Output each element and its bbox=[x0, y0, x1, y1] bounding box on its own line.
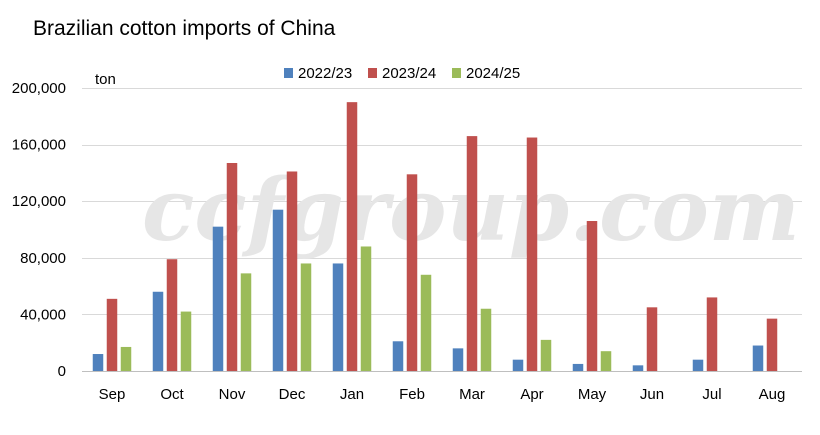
legend-swatch bbox=[368, 68, 377, 78]
bar-2022-23-jan bbox=[332, 263, 344, 371]
legend-label: 2024/25 bbox=[466, 65, 520, 82]
x-tick-label: Mar bbox=[459, 386, 485, 403]
bar-2022-23-dec bbox=[272, 209, 284, 371]
bar-2024-25-may bbox=[600, 351, 612, 371]
y-axis-ticks: 0 40,000 80,000 120,000 160,000 200,000 bbox=[12, 80, 66, 380]
legend-label: 2023/24 bbox=[382, 65, 436, 82]
bar-2024-25-oct bbox=[180, 311, 192, 371]
x-tick-label: Oct bbox=[160, 386, 184, 403]
x-tick-label: May bbox=[578, 386, 607, 403]
x-tick-label: Jun bbox=[640, 386, 664, 403]
y-tick-label: 200,000 bbox=[12, 80, 66, 97]
bar-2022-23-feb bbox=[392, 341, 404, 371]
bar-2023-24-aug bbox=[766, 318, 778, 371]
bar-2024-25-jan bbox=[360, 246, 372, 371]
bar-2022-23-nov bbox=[212, 226, 224, 371]
bar-2023-24-dec bbox=[286, 171, 298, 371]
x-tick-label: Jul bbox=[702, 386, 721, 403]
gridlines bbox=[82, 88, 802, 372]
bar-2023-24-feb bbox=[406, 174, 418, 371]
y-tick-label: 120,000 bbox=[12, 193, 66, 210]
bar-2022-23-jul bbox=[692, 359, 704, 371]
bar-2023-24-nov bbox=[226, 162, 238, 371]
bar-2023-24-sep bbox=[106, 298, 118, 371]
y-tick-label: 160,000 bbox=[12, 137, 66, 154]
x-tick-label: Jan bbox=[340, 386, 364, 403]
x-axis-ticks: Sep Oct Nov Dec Jan Feb Mar Apr May Jun Jul Aug bbox=[99, 386, 786, 403]
x-tick-label: Nov bbox=[219, 386, 246, 403]
bar-2022-23-may bbox=[572, 363, 584, 371]
y-tick-label: 40,000 bbox=[20, 306, 66, 323]
legend-swatch bbox=[452, 68, 461, 78]
y-tick-label: 0 bbox=[58, 363, 66, 380]
bar-2022-23-sep bbox=[92, 354, 104, 371]
bar-2023-24-jun bbox=[646, 307, 658, 371]
bars bbox=[92, 102, 778, 372]
bar-2024-25-feb bbox=[420, 274, 432, 371]
chart-title: Brazilian cotton imports of China bbox=[33, 17, 336, 40]
bar-2023-24-oct bbox=[166, 259, 178, 371]
bar-2024-25-nov bbox=[240, 273, 252, 371]
bar-2023-24-jul bbox=[706, 297, 718, 371]
bar-2023-24-mar bbox=[466, 136, 478, 371]
x-tick-label: Apr bbox=[520, 386, 543, 403]
bar-2023-24-may bbox=[586, 221, 598, 371]
bar-2024-25-sep bbox=[120, 346, 132, 371]
bar-2022-23-oct bbox=[152, 291, 164, 371]
bar-2023-24-jan bbox=[346, 102, 358, 372]
legend: 2022/23 2023/24 2024/25 bbox=[284, 65, 520, 82]
x-tick-label: Sep bbox=[99, 386, 126, 403]
bar-2022-23-aug bbox=[752, 345, 764, 371]
bar-2024-25-mar bbox=[480, 308, 492, 371]
bar-2024-25-apr bbox=[540, 339, 552, 371]
bar-2023-24-apr bbox=[526, 137, 538, 371]
legend-label: 2022/23 bbox=[298, 65, 352, 82]
bar-2024-25-dec bbox=[300, 263, 312, 371]
bar-2022-23-jun bbox=[632, 365, 644, 371]
bar-2022-23-mar bbox=[452, 348, 464, 371]
x-tick-label: Dec bbox=[279, 386, 306, 403]
x-tick-label: Feb bbox=[399, 386, 425, 403]
legend-swatch bbox=[284, 68, 293, 78]
y-tick-label: 80,000 bbox=[20, 250, 66, 267]
y-axis-label: ton bbox=[95, 71, 116, 88]
x-tick-label: Aug bbox=[759, 386, 786, 403]
bar-2022-23-apr bbox=[512, 359, 524, 371]
